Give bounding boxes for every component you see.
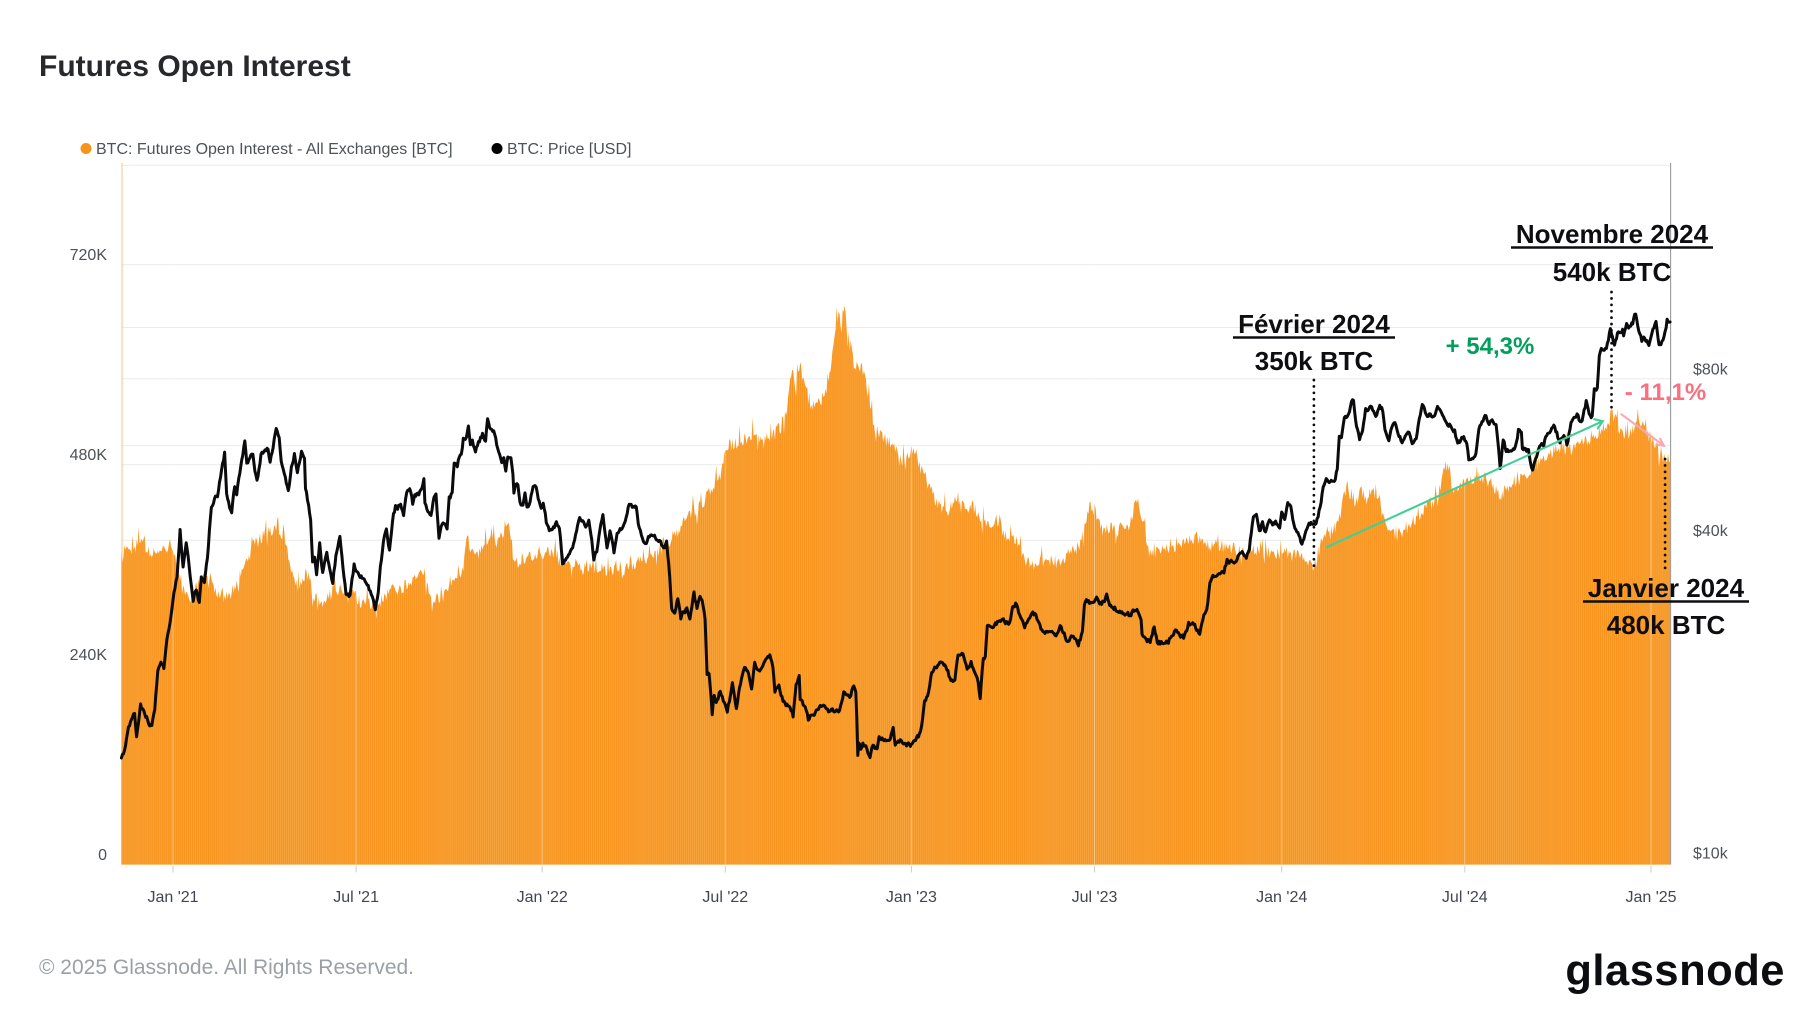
svg-text:0: 0 (98, 847, 107, 864)
svg-text:Jan '22: Jan '22 (517, 889, 568, 906)
svg-text:- 11,1%: - 11,1% (1625, 379, 1706, 406)
svg-text:480k BTC: 480k BTC (1607, 610, 1726, 640)
svg-text:Jan '24: Jan '24 (1256, 889, 1307, 906)
svg-text:Jul '24: Jul '24 (1442, 889, 1488, 906)
svg-text:Jan '23: Jan '23 (886, 889, 937, 906)
svg-text:$40k: $40k (1693, 523, 1729, 540)
svg-text:Jul '22: Jul '22 (702, 889, 748, 906)
svg-text:Jul '23: Jul '23 (1072, 889, 1118, 906)
svg-text:BTC: Futures Open Interest - A: BTC: Futures Open Interest - All Exchang… (96, 141, 453, 158)
svg-text:© 2025 Glassnode. All Rights R: © 2025 Glassnode. All Rights Reserved. (39, 956, 414, 979)
svg-text:Jul '21: Jul '21 (333, 889, 379, 906)
svg-text:720K: 720K (70, 247, 108, 264)
svg-text:240K: 240K (70, 647, 108, 664)
svg-text:480K: 480K (70, 447, 108, 464)
svg-text:540k BTC: 540k BTC (1553, 257, 1672, 287)
svg-text:BTC: Price [USD]: BTC: Price [USD] (507, 141, 631, 158)
svg-text:Novembre 2024: Novembre 2024 (1516, 219, 1709, 249)
svg-text:$10k: $10k (1693, 846, 1729, 863)
svg-text:Jan '21: Jan '21 (147, 889, 198, 906)
svg-text:Futures Open Interest: Futures Open Interest (39, 50, 351, 83)
svg-text:$80k: $80k (1693, 361, 1729, 378)
svg-text:Jan '25: Jan '25 (1625, 889, 1676, 906)
svg-text:Février 2024: Février 2024 (1238, 309, 1390, 339)
svg-text:+ 54,3%: + 54,3% (1446, 333, 1535, 360)
svg-text:350k BTC: 350k BTC (1255, 346, 1374, 376)
svg-text:Janvier 2024: Janvier 2024 (1588, 573, 1745, 603)
svg-text:glassnode: glassnode (1565, 947, 1785, 995)
